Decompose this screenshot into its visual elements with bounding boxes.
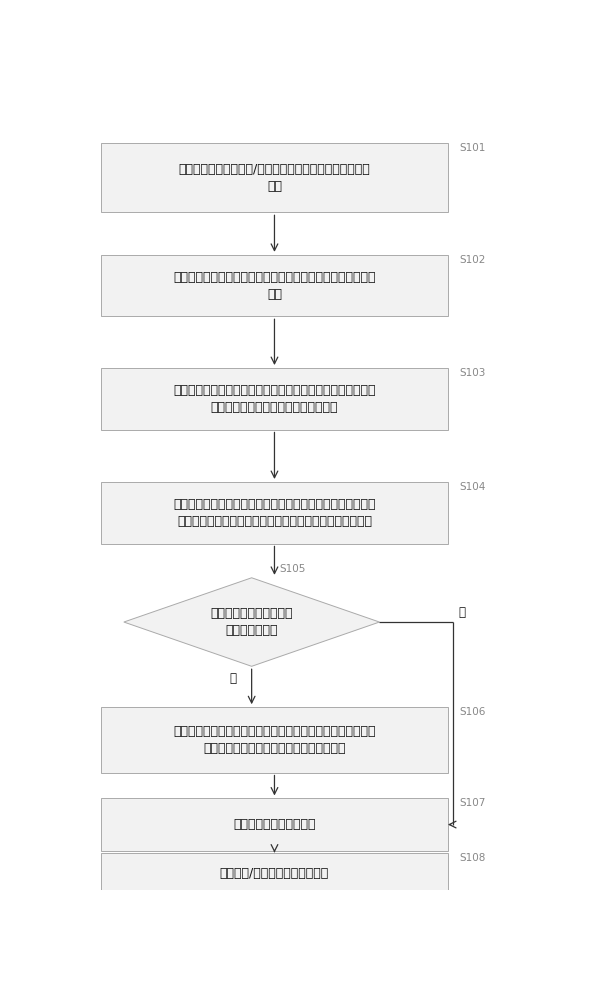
FancyBboxPatch shape — [101, 368, 448, 430]
Text: S105: S105 — [279, 564, 306, 574]
FancyBboxPatch shape — [101, 482, 448, 544]
Text: 远程输入/输出模块输出升弓命令: 远程输入/输出模块输出升弓命令 — [220, 867, 329, 880]
Text: 否: 否 — [458, 606, 465, 619]
FancyBboxPatch shape — [101, 255, 448, 316]
Text: 生成最终受电弓选择结果: 生成最终受电弓选择结果 — [233, 818, 316, 831]
Polygon shape — [124, 578, 379, 666]
Text: 主控车中央控制单元和从控车中央控制单元分别将受电弓初步
选择结果发送至从控车中央控制单元和主控车中央控制单元: 主控车中央控制单元和从控车中央控制单元分别将受电弓初步 选择结果发送至从控车中央… — [173, 498, 376, 528]
Text: 主控车中央控制单元和从控车中央控制单元分别按照非重联运
行受电弓选择策略进行初步受电弓选择: 主控车中央控制单元和从控车中央控制单元分别按照非重联运 行受电弓选择策略进行初步… — [173, 384, 376, 414]
Text: 主控车中央控制单元将受电弓升弓指令发送至从控车中央控制
单元: 主控车中央控制单元将受电弓升弓指令发送至从控车中央控制 单元 — [173, 271, 376, 301]
Text: S101: S101 — [459, 143, 486, 153]
Text: 占用端司机室远程输入/输出模块采集受电弓扳键开关升弓
指令: 占用端司机室远程输入/输出模块采集受电弓扳键开关升弓 指令 — [178, 163, 370, 193]
Text: S103: S103 — [459, 368, 486, 378]
Text: 是: 是 — [230, 672, 237, 685]
FancyBboxPatch shape — [101, 143, 448, 212]
Text: S104: S104 — [459, 482, 486, 492]
Text: 主控车中央控制单元和从控车中央控制单元分别根据重联动车
组受电弓选择控制方法调整受电弓选择结果: 主控车中央控制单元和从控车中央控制单元分别根据重联动车 组受电弓选择控制方法调整… — [173, 725, 376, 755]
Text: S102: S102 — [459, 255, 486, 265]
FancyBboxPatch shape — [101, 707, 448, 773]
Text: 判断是否满足重联动车组
受电弓调整条件: 判断是否满足重联动车组 受电弓调整条件 — [210, 607, 293, 637]
Text: S108: S108 — [459, 853, 486, 863]
Text: S107: S107 — [459, 798, 486, 808]
FancyBboxPatch shape — [101, 853, 448, 893]
Text: S106: S106 — [459, 707, 486, 717]
FancyBboxPatch shape — [101, 798, 448, 851]
